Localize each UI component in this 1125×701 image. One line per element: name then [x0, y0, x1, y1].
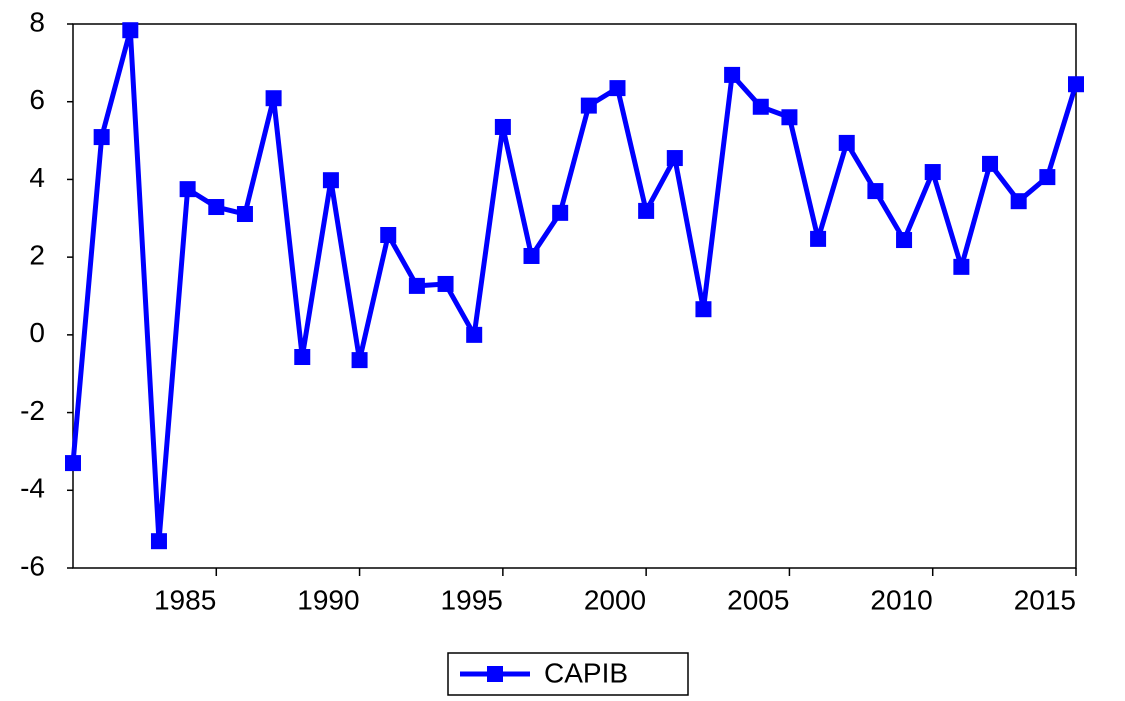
point-marker	[93, 129, 110, 146]
point-marker	[437, 275, 454, 292]
x-tick-label: 2000	[584, 584, 646, 615]
point-marker	[179, 181, 196, 198]
point-marker	[322, 172, 339, 189]
x-tick-label: 2015	[1014, 584, 1076, 615]
x-tick-label: 2005	[727, 584, 789, 615]
point-marker	[695, 301, 712, 318]
point-marker	[609, 80, 626, 97]
point-marker	[523, 247, 540, 264]
point-marker	[1068, 76, 1084, 93]
legend-label: CAPIB	[544, 657, 628, 688]
x-tick-label: 1995	[441, 584, 503, 615]
point-marker	[236, 206, 253, 223]
point-marker	[294, 349, 311, 366]
point-marker	[208, 199, 225, 216]
y-tick-label: 8	[29, 6, 45, 37]
x-tick-label: 1990	[297, 584, 359, 615]
y-tick-label: -2	[20, 395, 45, 426]
point-marker	[580, 97, 597, 114]
y-tick-label: -4	[20, 473, 45, 504]
point-marker	[724, 66, 741, 83]
point-marker	[122, 22, 139, 39]
x-tick-label: 2010	[870, 584, 932, 615]
point-marker	[150, 533, 167, 550]
point-marker	[466, 326, 483, 343]
point-marker	[380, 226, 397, 243]
legend-marker	[487, 666, 503, 682]
point-marker	[953, 258, 970, 275]
point-marker	[351, 352, 368, 369]
point-marker	[265, 90, 282, 107]
point-marker	[810, 230, 827, 247]
point-marker	[781, 109, 798, 126]
series-line	[70, 27, 1079, 544]
point-marker	[982, 155, 999, 172]
point-marker	[1039, 169, 1056, 186]
point-marker	[1010, 193, 1027, 210]
point-marker	[924, 164, 941, 181]
point-marker	[65, 455, 81, 472]
plot-frame	[72, 23, 1077, 569]
y-tick-label: 2	[29, 240, 45, 271]
point-marker	[408, 277, 425, 294]
y-tick-label: 4	[29, 162, 45, 193]
y-tick-label: 0	[29, 317, 45, 348]
point-marker	[494, 118, 511, 135]
point-marker	[896, 232, 913, 249]
y-tick-label: -6	[20, 550, 45, 581]
x-tick-label: 1985	[154, 584, 216, 615]
point-marker	[666, 150, 683, 167]
point-marker	[638, 202, 655, 219]
point-marker	[752, 98, 769, 115]
point-marker	[838, 134, 855, 151]
point-marker	[552, 204, 569, 221]
point-marker	[867, 183, 884, 200]
y-tick-label: 6	[29, 84, 45, 115]
